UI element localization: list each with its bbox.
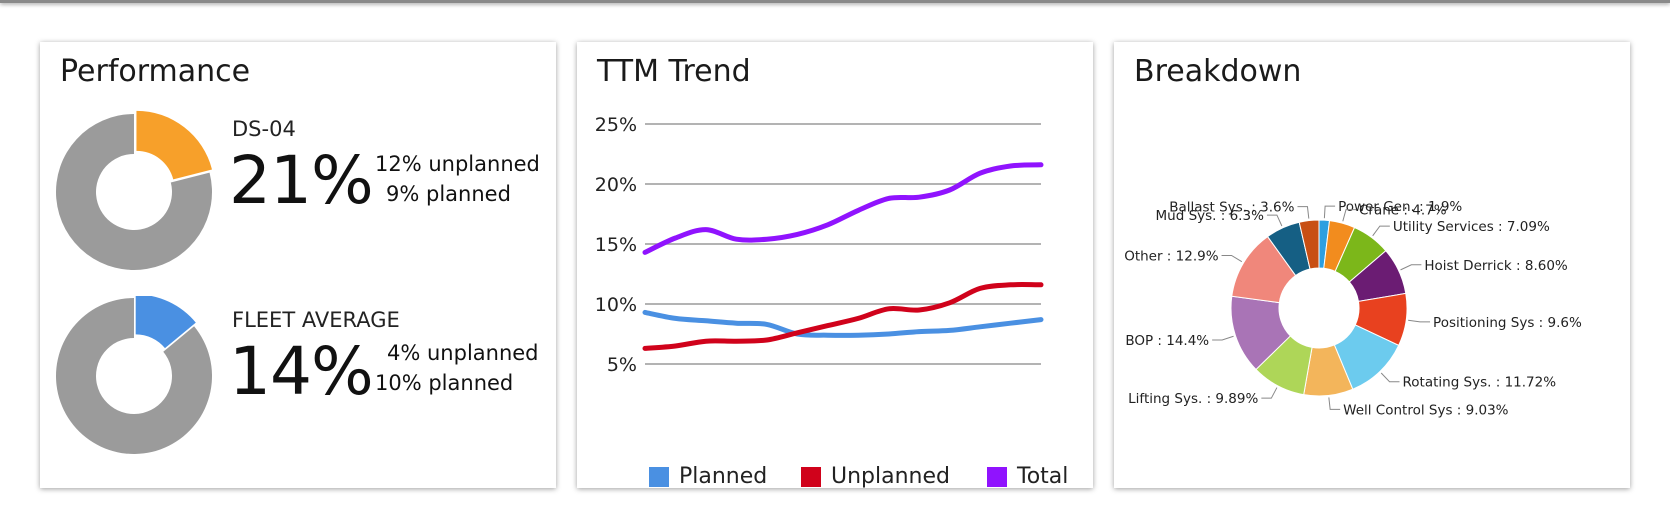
legend-unplanned-swatch: [801, 466, 821, 487]
breakdown-slice-label: Utility Services : 7.09%: [1393, 219, 1550, 235]
legend-planned[interactable]: Planned: [649, 464, 767, 489]
legend-total-swatch: [987, 466, 1007, 487]
series-line-unplanned[interactable]: [642, 282, 1044, 351]
breakdown-title: Breakdown: [1134, 54, 1302, 89]
ttm-trend-title: TTM Trend: [597, 54, 751, 89]
performance-card: Performance DS-04 21% 12% unplanned 9% p…: [40, 42, 556, 488]
ds04-value: 21%: [229, 142, 374, 219]
breakdown-leader-line: [1380, 372, 1400, 383]
breakdown-slice-label: Hoist Derrick : 8.60%: [1424, 258, 1568, 274]
breakdown-slice-label: Lifting Sys. : 9.89%: [1128, 391, 1258, 407]
ds04-label: DS-04: [232, 117, 296, 141]
breakdown-leader-line: [1261, 387, 1278, 399]
donut-remainder-slice[interactable]: [56, 114, 212, 270]
breakdown-slice-label: Well Control Sys : 9.03%: [1343, 402, 1509, 418]
donut-remainder-slice[interactable]: [56, 298, 212, 454]
legend-planned-swatch: [649, 466, 669, 487]
ttm-trend-card: TTM Trend 25% 20% 15% 10% 5% Planned Unplann…: [577, 42, 1093, 489]
ds04-planned: 9% planned: [386, 182, 511, 206]
ds04-donut: [56, 110, 213, 270]
fleet-average-planned: 10% planned: [375, 371, 514, 395]
breakdown-leader-line: [1266, 214, 1283, 227]
fleet-average-label: FLEET AVERAGE: [232, 308, 400, 332]
breakdown-slice-label: Mud Sys. : 6.3%: [1156, 208, 1265, 224]
y-tick-label: 10%: [595, 294, 637, 316]
breakdown-leader-line: [1297, 206, 1310, 219]
performance-item-fleet-average: FLEET AVERAGE 14% 4% unplanned 10% plann…: [40, 296, 556, 466]
performance-title: Performance: [60, 54, 251, 89]
y-tick-label: 15%: [595, 234, 637, 256]
breakdown-leader-line: [1342, 209, 1356, 222]
breakdown-leader-line: [1221, 254, 1243, 263]
y-tick-label: 5%: [607, 354, 637, 376]
top-bar-shadow: [0, 0, 1670, 3]
breakdown-leader-line: [1323, 205, 1336, 219]
breakdown-slice-label: Power Gen. : 1.9%: [1338, 199, 1462, 215]
fleet-average-unplanned: 4% unplanned: [387, 341, 539, 365]
breakdown-card: Breakdown Power Gen. : 1.9% Crane : 4.7% U…: [1114, 42, 1630, 488]
legend-total[interactable]: Total: [987, 464, 1068, 489]
breakdown-leader-line: [1212, 335, 1234, 341]
breakdown-slice-label: Ballast Sys. : 3.6%: [1169, 200, 1294, 216]
breakdown-leader-line: [1408, 319, 1431, 323]
breakdown-slice-label: BOP : 14.4%: [1125, 333, 1209, 349]
y-tick-label: 25%: [595, 114, 637, 136]
fleet-average-value: 14%: [229, 333, 374, 410]
series-line-total[interactable]: [642, 162, 1044, 255]
breakdown-leader-line: [1372, 225, 1390, 237]
breakdown-slice-label: Crane : 4.7%: [1359, 203, 1447, 219]
breakdown-slice-label: Positioning Sys : 9.6%: [1433, 315, 1582, 331]
fleet-average-donut: [56, 296, 212, 454]
breakdown-chart: Power Gen. : 1.9%Crane : 4.7%Utility Ser…: [1124, 199, 1582, 418]
breakdown-leader-line: [1400, 264, 1422, 271]
legend-total-label: Total: [1017, 464, 1069, 489]
legend-unplanned[interactable]: Unplanned: [801, 464, 950, 489]
performance-item-ds04: DS-04 21% 12% unplanned 9% planned: [40, 104, 556, 274]
donut-highlight-slice[interactable]: [136, 110, 213, 180]
legend-planned-label: Planned: [679, 464, 768, 489]
ds04-unplanned: 12% unplanned: [375, 152, 540, 176]
legend-unplanned-label: Unplanned: [831, 464, 950, 489]
ttm-trend-chart: 25% 20% 15% 10% 5%: [595, 114, 1044, 376]
donut-highlight-slice[interactable]: [135, 296, 196, 349]
breakdown-slice[interactable]: [1298, 219, 1320, 270]
breakdown-slice-label: Rotating Sys. : 11.72%: [1403, 375, 1557, 391]
y-tick-label: 20%: [595, 174, 637, 196]
breakdown-leader-line: [1328, 397, 1341, 410]
series-line-planned[interactable]: [642, 309, 1044, 338]
breakdown-slice-label: Other : 12.9%: [1124, 248, 1219, 264]
